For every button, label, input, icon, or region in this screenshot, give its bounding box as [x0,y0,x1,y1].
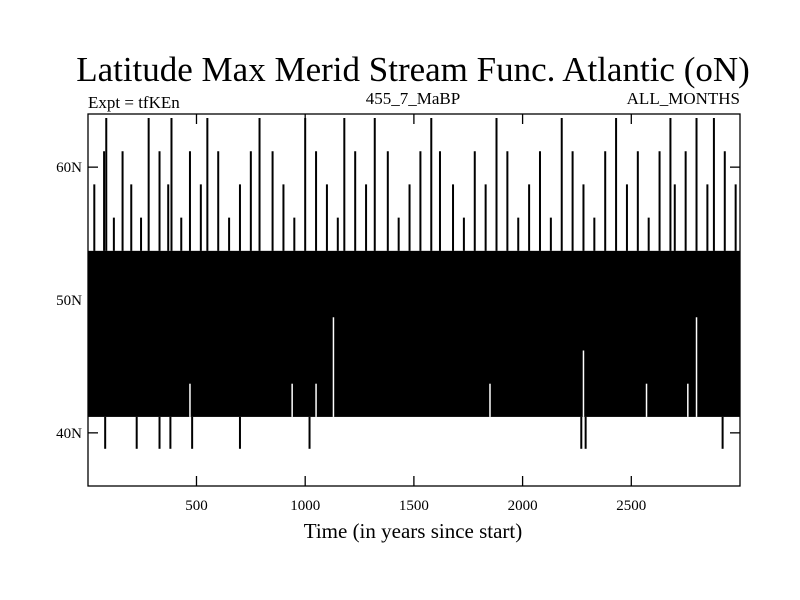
x-tick-label-0: 500 [185,498,208,514]
months-label: ALL_MONTHS [627,89,740,108]
plot-frame [87,113,741,487]
x-axis-title: Time (in years since start) [304,519,523,543]
x-tick-label-4: 2500 [616,498,646,514]
experiment-label: Expt = tfKEn [88,93,180,112]
x-tick-label-3: 2000 [508,498,538,514]
x-tick-label-2: 1500 [399,498,429,514]
y-axis-ticks: 40N 50N 60N [56,160,740,442]
x-axis-ticks: 500 1000 1500 2000 2500 [185,114,646,514]
y-tick-label-1: 50N [56,293,82,309]
chart-title: Latitude Max Merid Stream Func. Atlantic… [76,50,750,89]
series-baseline-band [88,250,740,417]
y-tick-label-2: 60N [56,160,82,176]
y-tick-label-0: 40N [56,426,82,442]
x-tick-label-1: 1000 [290,498,320,514]
plot-area [88,117,740,449]
run-label: 455_7_MaBP [366,89,460,108]
